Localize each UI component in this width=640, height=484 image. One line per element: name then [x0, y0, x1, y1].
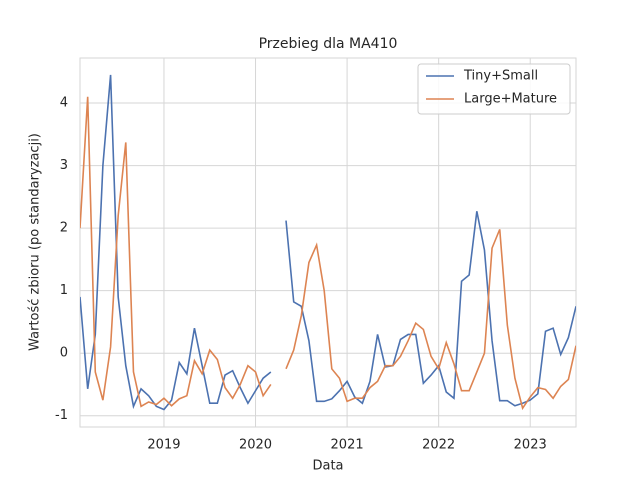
x-axis-label: Data: [312, 459, 343, 474]
legend-label: Tiny+Small: [463, 69, 538, 84]
x-tick-label: 2019: [147, 438, 180, 453]
legend-label: Large+Mature: [464, 92, 557, 107]
y-tick-label: 2: [60, 221, 68, 236]
chart-title: Przebieg dla MA410: [259, 36, 398, 52]
line-series: [80, 74, 576, 411]
y-tick-label: 0: [60, 346, 68, 361]
y-axis-label: Wartość zbioru (po standaryzacji): [28, 133, 43, 351]
x-tick-label: 2022: [422, 438, 455, 453]
y-tick-label: 1: [60, 283, 68, 298]
line-series: [80, 96, 576, 411]
x-tick-label: 2021: [331, 438, 364, 453]
x-tick-label: 2020: [239, 438, 272, 453]
y-tick-label: 3: [60, 158, 68, 173]
y-tick-label: -1: [55, 408, 68, 423]
x-tick-label: 2023: [514, 438, 547, 453]
legend-box: [417, 63, 571, 115]
y-tick-label: 4: [60, 96, 68, 111]
plot-frame: [79, 57, 577, 428]
